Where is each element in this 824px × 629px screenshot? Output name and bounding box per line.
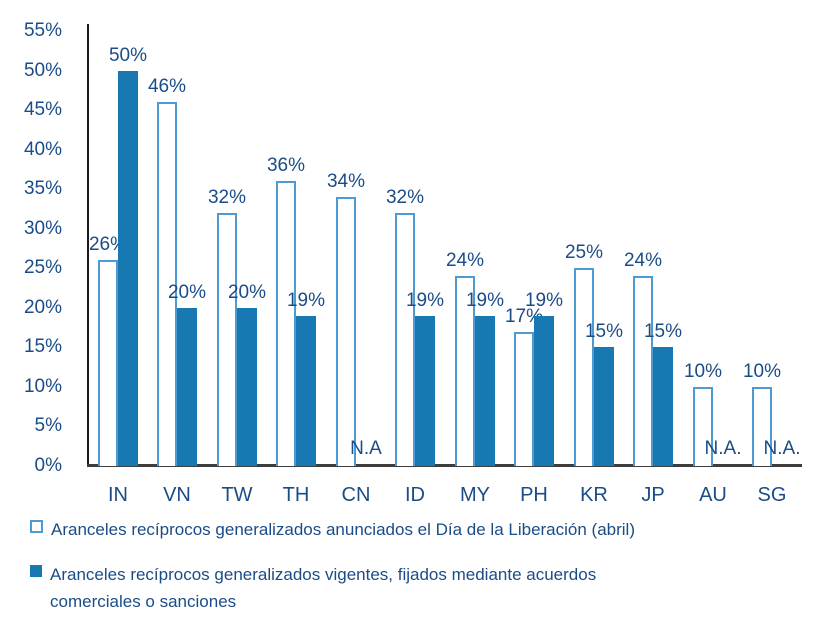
bar-label-announced-SG: 10%	[742, 361, 782, 382]
bar-label-current-PH: 19%	[524, 290, 564, 311]
y-tick-label-30pct: 30%	[23, 218, 62, 239]
x-tick-KR: KR	[580, 484, 608, 506]
x-tick-PH: PH	[520, 484, 548, 506]
bar-current-TH	[296, 316, 316, 466]
y-tick-label-50pct: 50%	[23, 60, 62, 81]
bar-announced-SG	[752, 387, 772, 466]
bar-label-current-IN: 50%	[108, 45, 148, 66]
bar-label-current-SG: N.A.	[763, 438, 801, 459]
bar-current-VN	[177, 308, 197, 466]
bar-label-announced-VN: 46%	[147, 76, 187, 97]
bar-announced-IN	[98, 260, 118, 466]
bar-label-announced-MY: 24%	[445, 250, 485, 271]
bar-label-announced-JP: 24%	[623, 250, 663, 271]
bar-announced-ID	[395, 213, 415, 466]
y-tick-label-55pct: 55%	[23, 20, 62, 41]
bar-current-MY	[475, 316, 495, 466]
bar-label-current-CN: N.A	[350, 438, 382, 459]
bar-current-TW	[237, 308, 257, 466]
bar-label-announced-KR: 25%	[564, 242, 604, 263]
y-tick-label-35pct: 35%	[23, 178, 62, 199]
legend-swatch-current-icon	[30, 565, 42, 577]
legend-swatch-announced-icon	[30, 520, 43, 533]
bar-label-current-AU: N.A.	[704, 438, 742, 459]
x-tick-JP: JP	[641, 484, 665, 506]
bar-announced-CN	[336, 197, 356, 466]
bar-current-JP	[653, 347, 673, 466]
bar-label-announced-AU: 10%	[683, 361, 723, 382]
y-tick-label-20pct: 20%	[23, 297, 62, 318]
bar-label-current-MY: 19%	[465, 290, 505, 311]
legend-item-current: Aranceles recíprocos generalizados vigen…	[30, 561, 800, 615]
bar-announced-TW	[217, 213, 237, 466]
bar-label-announced-PH: 17%	[504, 306, 544, 327]
x-tick-TH: TH	[282, 484, 310, 506]
y-tick-label-5pct: 5%	[34, 415, 62, 436]
bar-label-announced-TH: 36%	[266, 155, 306, 176]
bar-announced-AU	[693, 387, 713, 466]
x-tick-AU: AU	[699, 484, 727, 506]
x-tick-SG: SG	[757, 484, 787, 506]
bar-announced-KR	[574, 268, 594, 466]
bar-label-current-JP: 15%	[643, 321, 683, 342]
y-axis-line	[87, 24, 89, 467]
bar-label-announced-TW: 32%	[207, 187, 247, 208]
y-tick-label-45pct: 45%	[23, 99, 62, 120]
bar-label-current-TW: 20%	[227, 282, 267, 303]
x-tick-CN: CN	[341, 484, 371, 506]
bar-label-current-TH: 19%	[286, 290, 326, 311]
bar-announced-JP	[633, 276, 653, 466]
x-tick-IN: IN	[108, 484, 128, 506]
y-tick-label-25pct: 25%	[23, 257, 62, 278]
y-tick-label-0pct: 0%	[34, 455, 62, 476]
y-tick-label-40pct: 40%	[23, 139, 62, 160]
bar-current-IN	[118, 71, 138, 466]
bar-label-announced-IN: 26%	[88, 234, 128, 255]
bar-announced-PH	[514, 332, 534, 466]
y-tick-label-10pct: 10%	[23, 376, 62, 397]
x-axis-line	[87, 464, 802, 467]
bar-label-current-ID: 19%	[405, 290, 445, 311]
bar-label-announced-CN: 34%	[326, 171, 366, 192]
bar-label-current-VN: 20%	[167, 282, 207, 303]
bar-announced-TH	[276, 181, 296, 466]
bar-label-announced-ID: 32%	[385, 187, 425, 208]
bar-current-PH	[534, 316, 554, 466]
legend-item-announced: Aranceles recíprocos generalizados anunc…	[30, 516, 800, 543]
bar-announced-MY	[455, 276, 475, 466]
bar-announced-VN	[157, 102, 177, 466]
x-tick-TW: TW	[221, 484, 253, 506]
x-tick-MY: MY	[460, 484, 490, 506]
bar-label-current-KR: 15%	[584, 321, 624, 342]
y-tick-label-15pct: 15%	[23, 336, 62, 357]
legend-label-announced: Aranceles recíprocos generalizados anunc…	[51, 520, 635, 539]
bar-current-KR	[594, 347, 614, 466]
legend: Aranceles recíprocos generalizados anunc…	[30, 516, 800, 629]
x-tick-VN: VN	[163, 484, 191, 506]
legend-label-current: Aranceles recíprocos generalizados vigen…	[50, 565, 597, 611]
bar-current-ID	[415, 316, 435, 466]
x-tick-ID: ID	[405, 484, 425, 506]
